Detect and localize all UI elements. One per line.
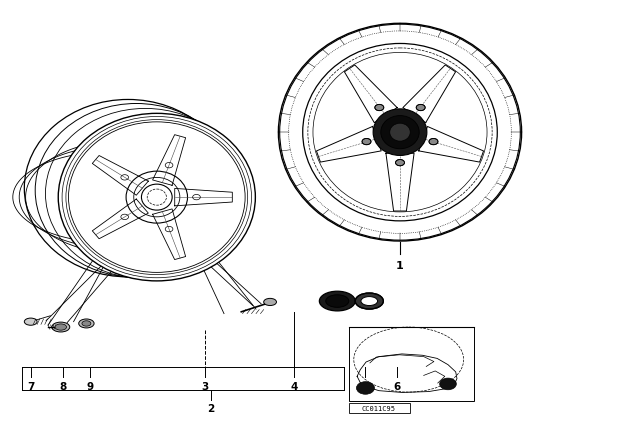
Ellipse shape — [361, 297, 378, 306]
Ellipse shape — [24, 318, 37, 325]
Bar — [349, 403, 410, 413]
Text: 3: 3 — [201, 382, 209, 392]
Circle shape — [396, 159, 404, 166]
Circle shape — [429, 138, 438, 145]
Circle shape — [440, 378, 456, 390]
Text: 1: 1 — [396, 261, 404, 271]
Circle shape — [416, 104, 425, 111]
Text: 2: 2 — [207, 404, 215, 414]
Ellipse shape — [381, 116, 419, 149]
Ellipse shape — [278, 23, 522, 241]
Bar — [349, 327, 474, 401]
Ellipse shape — [355, 293, 383, 309]
Ellipse shape — [373, 109, 427, 155]
Ellipse shape — [319, 291, 355, 311]
Ellipse shape — [264, 298, 276, 306]
Ellipse shape — [326, 295, 349, 307]
Text: CC011C95: CC011C95 — [362, 405, 396, 412]
Text: 5: 5 — [361, 382, 369, 392]
Ellipse shape — [58, 113, 255, 281]
Ellipse shape — [52, 322, 70, 332]
Text: 4: 4 — [291, 382, 298, 392]
Ellipse shape — [82, 321, 91, 326]
Ellipse shape — [390, 123, 410, 141]
Text: 6: 6 — [393, 382, 401, 392]
Text: 8: 8 — [59, 382, 67, 392]
Circle shape — [356, 382, 374, 394]
Circle shape — [375, 104, 384, 111]
Ellipse shape — [55, 324, 67, 330]
Circle shape — [362, 138, 371, 145]
Text: 9: 9 — [86, 382, 93, 392]
Ellipse shape — [303, 43, 497, 221]
Text: 7: 7 — [27, 382, 35, 392]
Ellipse shape — [79, 319, 94, 328]
